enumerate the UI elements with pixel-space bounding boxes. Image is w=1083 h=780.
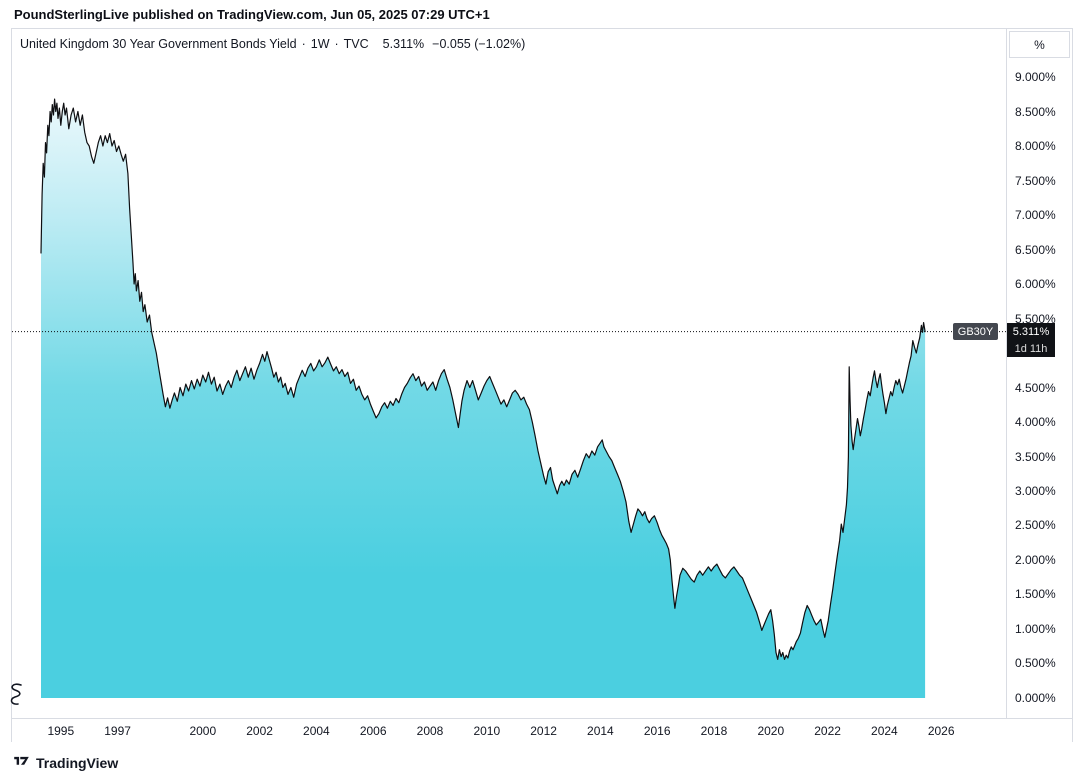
price-tick-label: 3.000% — [1015, 484, 1056, 498]
yield-area-chart — [12, 98, 1006, 699]
area-fill — [41, 99, 926, 699]
time-axis[interactable]: 1995 1997 2000 2002 2004 2006 2008 2010 2012 2014… — [12, 718, 1072, 742]
interval-label[interactable]: 1W — [310, 37, 330, 51]
price-tick-label: 6.500% — [1015, 242, 1056, 257]
percent-unit-label: % — [1034, 37, 1045, 52]
tradingview-brand[interactable]: TradingView — [36, 755, 119, 771]
time-tick-label: 2022 — [814, 724, 841, 738]
time-tick-label: 2020 — [757, 724, 785, 738]
change-label: −0.055 (−1.02%) — [432, 37, 526, 51]
price-tick-label: 7.000% — [1015, 208, 1056, 222]
price-tick-label: 2.000% — [1015, 552, 1056, 567]
price-tick-label: 6.000% — [1015, 277, 1056, 291]
time-tick-label: 2002 — [246, 724, 273, 738]
price-axis-unit-box: % — [1009, 31, 1070, 58]
price-tick-label: 2.500% — [1015, 518, 1056, 533]
price-tick-label: 7.500% — [1015, 173, 1056, 188]
time-tick-label: 2026 — [927, 724, 955, 738]
time-tick-label: 2008 — [416, 724, 444, 738]
time-tick-label: 2000 — [189, 724, 217, 738]
legend-separator: · — [301, 37, 306, 51]
footer: TradingView — [13, 752, 118, 774]
time-tick-label: 2006 — [359, 724, 387, 738]
price-tick-label: 8.500% — [1015, 104, 1056, 119]
chart-legend: United Kingdom 30 Year Government Bonds … — [20, 37, 525, 51]
tradingview-logo-icon[interactable] — [13, 752, 30, 774]
time-tick-label: 2014 — [587, 724, 614, 738]
legend-separator: · — [334, 37, 339, 51]
attribution-text: PoundSterlingLive published on TradingVi… — [14, 7, 490, 22]
price-tick-label: 1.000% — [1015, 621, 1056, 636]
plot-area[interactable]: United Kingdom 30 Year Government Bonds … — [10, 29, 1006, 718]
time-tick-label: 1995 — [47, 724, 75, 738]
price-tick-label: 3.500% — [1015, 449, 1056, 464]
symbol-title[interactable]: United Kingdom 30 Year Government Bonds … — [20, 37, 297, 51]
time-tick-label: 2012 — [530, 724, 557, 738]
price-axis[interactable]: % 5.311% 1d 11h 9.000% 8.500% 8.000% 7.500%… — [1006, 29, 1072, 718]
yield-series-line — [40, 98, 926, 660]
price-tick-label: 5.500% — [1015, 311, 1056, 326]
time-tick-label: 2016 — [643, 724, 671, 738]
time-tick-label: 1997 — [104, 724, 131, 738]
price-tick-label: 4.500% — [1015, 380, 1056, 395]
time-tick-label: 2024 — [871, 724, 898, 738]
time-tick-label: 2004 — [303, 724, 330, 738]
bar-countdown-badge: 1d 11h — [1007, 340, 1055, 358]
time-tick-label: 2010 — [473, 724, 501, 738]
last-value-label: 5.311% — [382, 37, 425, 51]
price-tick-label: 1.500% — [1015, 587, 1056, 602]
price-tick-label: 9.000% — [1015, 70, 1056, 85]
price-tick-label: 4.000% — [1015, 415, 1056, 429]
price-tick-label: 0.500% — [1015, 656, 1056, 671]
price-line-symbol-badge: GB30Y — [953, 323, 998, 341]
chart-frame: United Kingdom 30 Year Government Bonds … — [10, 28, 1073, 742]
last-price-badge: 5.311% — [1007, 323, 1055, 341]
watermark-glyph-icon — [6, 681, 28, 711]
price-tick-label: 8.000% — [1015, 139, 1056, 154]
time-tick-label: 2018 — [700, 724, 728, 738]
exchange-label: TVC — [343, 37, 369, 51]
price-tick-label: 0.000% — [1015, 690, 1056, 705]
